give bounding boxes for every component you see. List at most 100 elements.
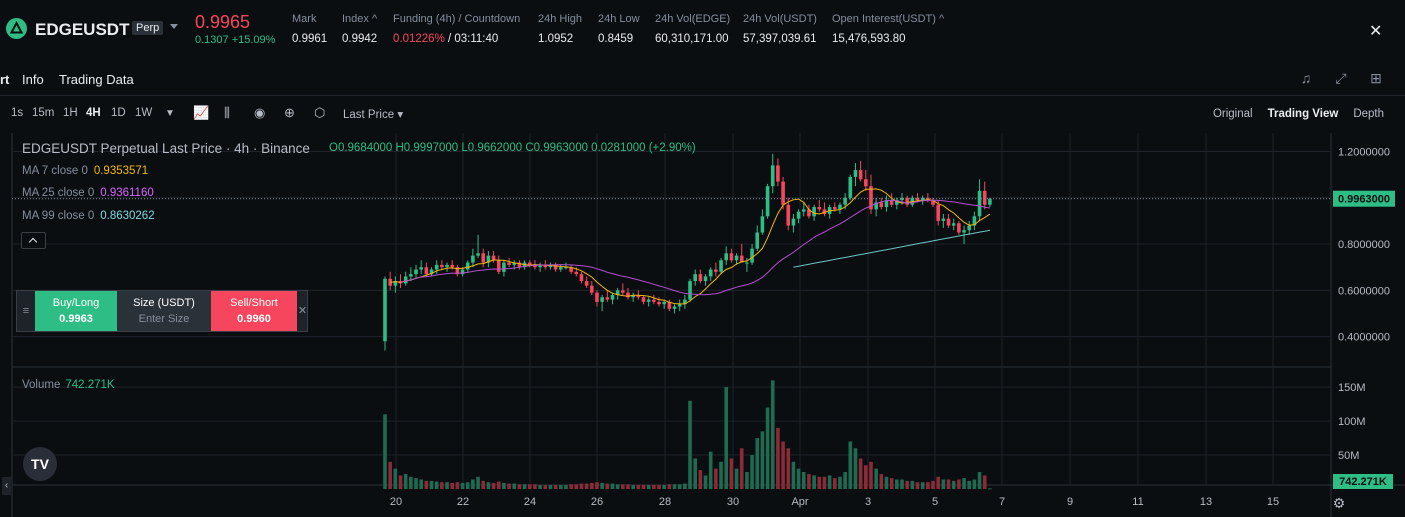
tab-chart[interactable]: rt: [0, 72, 10, 87]
price-tick-label: 0.4000000: [1338, 332, 1390, 344]
candle-body: [734, 255, 739, 261]
current-price-badge: [1333, 190, 1395, 207]
x-tick-label: 11: [1132, 496, 1143, 508]
size-label: Size (USDT): [133, 297, 195, 309]
volume-bar: [693, 458, 697, 489]
interval-1h[interactable]: 1H: [63, 107, 78, 119]
candle-body: [450, 264, 455, 268]
interval-1s[interactable]: 1s: [11, 107, 24, 119]
stat-label: Open Interest(USDT) ^: [832, 13, 945, 25]
volume-bar: [564, 484, 568, 489]
candle-body: [517, 262, 522, 268]
volume-bar: [708, 451, 713, 489]
interval-4h[interactable]: 4H: [86, 107, 101, 119]
candle-body: [652, 299, 656, 302]
volume-bar: [889, 478, 894, 489]
volume-bar: [409, 476, 413, 489]
candle-body: [708, 269, 713, 277]
candle-body: [434, 264, 439, 270]
add-icon[interactable]: ⊕: [284, 105, 295, 120]
interval-15m[interactable]: 15m: [32, 107, 55, 119]
size-input[interactable]: [124, 313, 204, 325]
price-type-select[interactable]: Last Price ▾: [343, 109, 404, 121]
chart-settings-icon[interactable]: ⚙: [1332, 495, 1346, 511]
volume-bar: [502, 482, 506, 489]
sell-price: 0.9960: [237, 313, 271, 325]
candle-body: [595, 292, 599, 302]
expand-icon[interactable]: ⤢: [1335, 70, 1347, 86]
sell-short-button[interactable]: Sell/Short 0.9960: [211, 291, 297, 331]
volume-bar: [951, 480, 956, 489]
volume-tick-label: 50M: [1338, 450, 1359, 462]
x-tick-label: 13: [1200, 496, 1212, 508]
layout-grid-icon[interactable]: ⊞: [1370, 70, 1382, 86]
view-trading-view[interactable]: Trading View: [1267, 108, 1339, 120]
volume-bar: [962, 478, 966, 489]
candle-body: [657, 301, 661, 305]
stat-index[interactable]: Index ^ 0.9942: [342, 13, 377, 45]
buy-long-button[interactable]: Buy/Long 0.9963: [35, 291, 117, 331]
scroll-left-icon[interactable]: ‹: [2, 477, 11, 495]
bell-icon[interactable]: ♫: [1300, 70, 1312, 86]
candle-body: [755, 232, 760, 249]
ma7-legend[interactable]: MA 7 close 0 0.9353571: [22, 165, 148, 177]
volume-bar: [553, 484, 558, 489]
collapse-legend-button[interactable]: [21, 232, 46, 249]
volume-label: Volume: [22, 379, 61, 391]
volume-bar: [450, 482, 455, 489]
volume-bar: [460, 482, 465, 489]
indicator-icon[interactable]: 📈: [193, 105, 210, 120]
candle-body: [703, 276, 708, 282]
candle-body: [460, 269, 465, 275]
volume-bar: [455, 482, 460, 489]
candle-body: [977, 190, 982, 217]
tab-info[interactable]: Info: [22, 72, 44, 87]
interval-1w[interactable]: 1W: [135, 107, 153, 119]
view-original[interactable]: Original: [1212, 108, 1253, 120]
camera-icon[interactable]: ◉: [254, 105, 266, 120]
candle-body: [440, 264, 444, 268]
tradingview-logo[interactable]: TV: [23, 447, 57, 481]
ma25-legend[interactable]: MA 25 close 0 0.9361160: [22, 187, 154, 199]
x-tick-label: 24: [524, 496, 536, 508]
view-depth[interactable]: Depth: [1353, 108, 1384, 120]
interval-dropdown-icon[interactable]: ▼: [165, 108, 175, 119]
candle-body: [698, 274, 703, 282]
candle-type-icon[interactable]: ⫼: [224, 105, 230, 120]
tab-trading-data[interactable]: Trading Data: [59, 72, 134, 87]
volume-bar: [977, 472, 982, 489]
ma-value: 0.8630262: [100, 210, 155, 222]
volume-bar: [471, 479, 475, 489]
candle-body: [662, 301, 666, 305]
volume-bar: [698, 469, 703, 489]
close-icon[interactable]: ✕: [1369, 23, 1383, 40]
volume-bar: [910, 480, 915, 489]
funding-countdown: / 03:11:40: [444, 33, 499, 45]
stat-open-interest[interactable]: Open Interest(USDT) ^ 15,476,593.80: [832, 13, 944, 45]
price-type-label: Last Price: [343, 109, 395, 121]
stat-funding: Funding (4h) / Countdown 0.01226% / 03:1…: [393, 13, 520, 45]
volume-bar: [879, 474, 884, 489]
price-tick-label: 1.2000000: [1338, 147, 1390, 159]
volume-bar: [688, 400, 692, 489]
ma99-legend[interactable]: MA 99 close 0 0.8630262: [22, 210, 155, 222]
interval-1d[interactable]: 1D: [111, 107, 126, 119]
settings-hex-icon[interactable]: ⬡: [314, 105, 326, 120]
candle-body: [874, 202, 878, 210]
candle-body: [905, 197, 909, 205]
candle-body: [957, 223, 961, 233]
candle-body: [465, 262, 470, 270]
chart-area[interactable]: 202224262830Apr35791113151.20000001.0000…: [0, 133, 1405, 517]
price-chart[interactable]: 202224262830Apr35791113151.20000001.0000…: [0, 133, 1405, 517]
drag-handle-icon[interactable]: ≡: [22, 305, 30, 317]
candle-body: [864, 179, 868, 187]
volume-bar: [719, 461, 723, 489]
candle-body: [936, 204, 940, 221]
price-tick-label: 0.8000000: [1338, 239, 1390, 251]
symbol-name[interactable]: EDGEUSDT: [35, 20, 130, 39]
close-panel-icon[interactable]: ✕: [297, 305, 308, 317]
symbol-dropdown-icon[interactable]: [170, 24, 178, 29]
candle-body: [527, 262, 532, 265]
stat-24h-high: 24h High 1.0952: [538, 13, 582, 45]
candle-body: [688, 281, 692, 300]
